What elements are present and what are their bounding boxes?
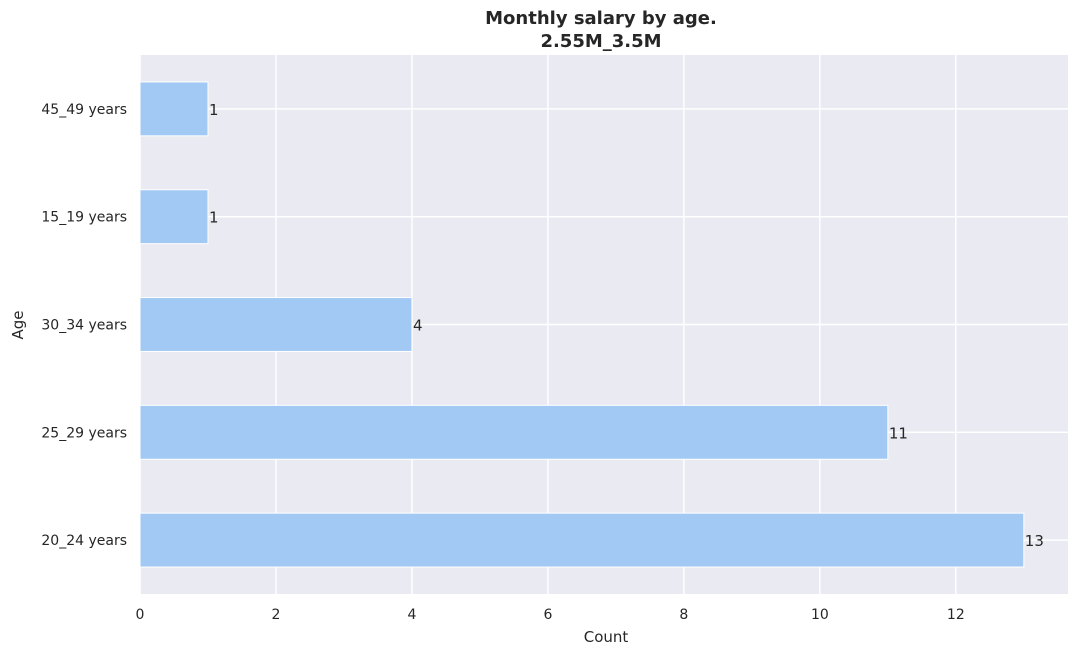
y-axis-ticks: 20_24 years 25_29 years 30_34 years 15_19 y… xyxy=(41,102,127,549)
bars xyxy=(139,81,1025,568)
x-tick-label: 6 xyxy=(543,607,552,623)
x-tick-label: 4 xyxy=(407,607,416,623)
y-tick-label: 25_29 years xyxy=(41,425,127,441)
bar-value-label: 1 xyxy=(209,101,219,119)
bar xyxy=(139,512,1025,568)
x-tick-label: 12 xyxy=(947,607,965,623)
y-axis-label: Age xyxy=(9,310,27,339)
bar xyxy=(139,297,413,352)
bar xyxy=(139,81,209,137)
x-tick-label: 0 xyxy=(136,607,145,623)
x-tick-label: 2 xyxy=(272,607,281,623)
x-tick-label: 8 xyxy=(679,607,688,623)
bar-value-label: 1 xyxy=(209,209,219,227)
x-axis-ticks: 0 2 4 6 8 10 12 xyxy=(136,607,965,623)
x-axis-label: Count xyxy=(584,628,629,646)
y-tick-label: 20_24 years xyxy=(41,533,127,549)
bar-value-label: 13 xyxy=(1025,532,1044,550)
bar-value-label: 11 xyxy=(889,424,908,442)
bar xyxy=(139,189,209,245)
y-tick-label: 30_34 years xyxy=(41,318,127,334)
x-tick-label: 10 xyxy=(811,607,829,623)
chart-subtitle: 2.55M_3.5M xyxy=(540,31,661,52)
y-tick-label: 45_49 years xyxy=(41,102,127,118)
bar xyxy=(139,404,889,460)
bar-value-label: 4 xyxy=(413,317,423,335)
chart-title: Monthly salary by age. xyxy=(485,8,717,29)
y-tick-label: 15_19 years xyxy=(41,210,127,226)
